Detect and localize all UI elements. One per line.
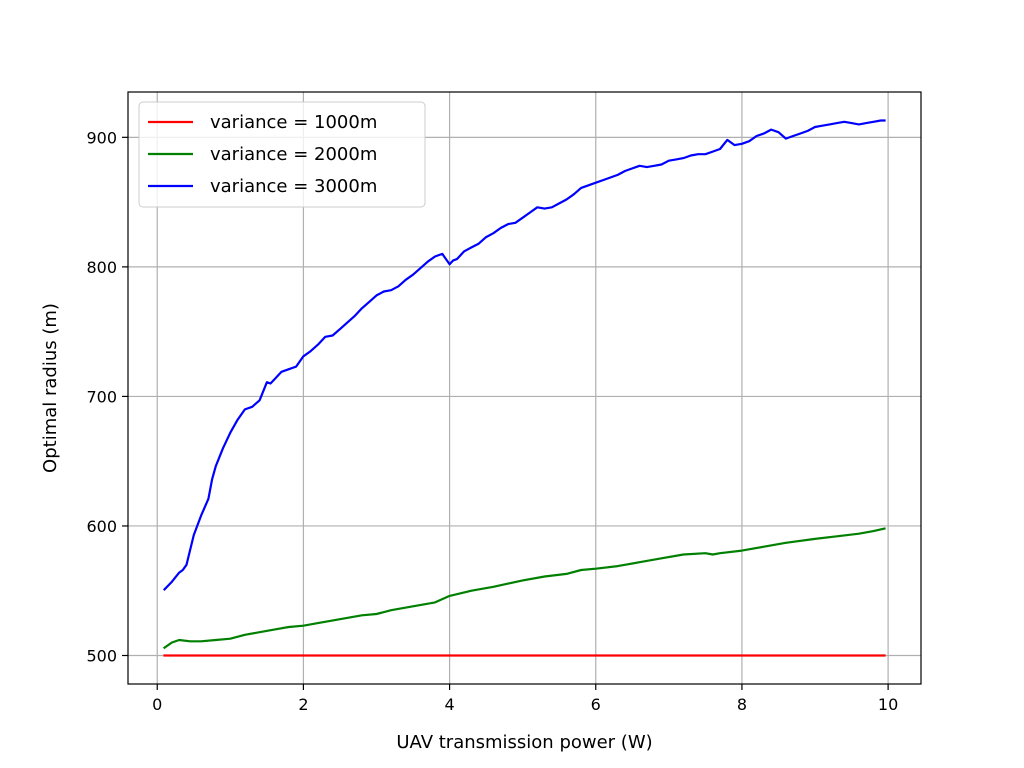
y-axis-label: Optimal radius (m) <box>40 303 61 473</box>
legend-label-1: variance = 1000m <box>210 112 377 133</box>
y-tick-label: 700 <box>86 387 117 406</box>
axis-ticks: 0 2 4 6 8 10 500 600 700 800 900 <box>86 128 898 714</box>
series-line-3 <box>162 119 886 591</box>
legend: variance = 1000m variance = 2000m variance… <box>138 101 426 208</box>
y-tick-label: 500 <box>86 647 117 666</box>
x-tick-label: 10 <box>878 695 898 714</box>
y-tick-label: 900 <box>86 128 117 147</box>
x-tick-label: 0 <box>152 695 162 714</box>
x-tick-label: 8 <box>737 695 747 714</box>
y-tick-label: 800 <box>86 258 117 277</box>
y-tick-label: 600 <box>86 517 117 536</box>
x-axis-label: UAV transmission power (W) <box>396 732 652 753</box>
legend-box <box>138 101 426 208</box>
legend-label-3: variance = 3000m <box>210 176 377 197</box>
series-line-2 <box>162 527 886 650</box>
legend-label-2: variance = 2000m <box>210 144 377 165</box>
plot-area-frame <box>127 91 922 685</box>
x-tick-label: 6 <box>591 695 601 714</box>
series-layer <box>162 119 886 657</box>
x-tick-label: 4 <box>444 695 454 714</box>
x-tick-label: 2 <box>298 695 308 714</box>
